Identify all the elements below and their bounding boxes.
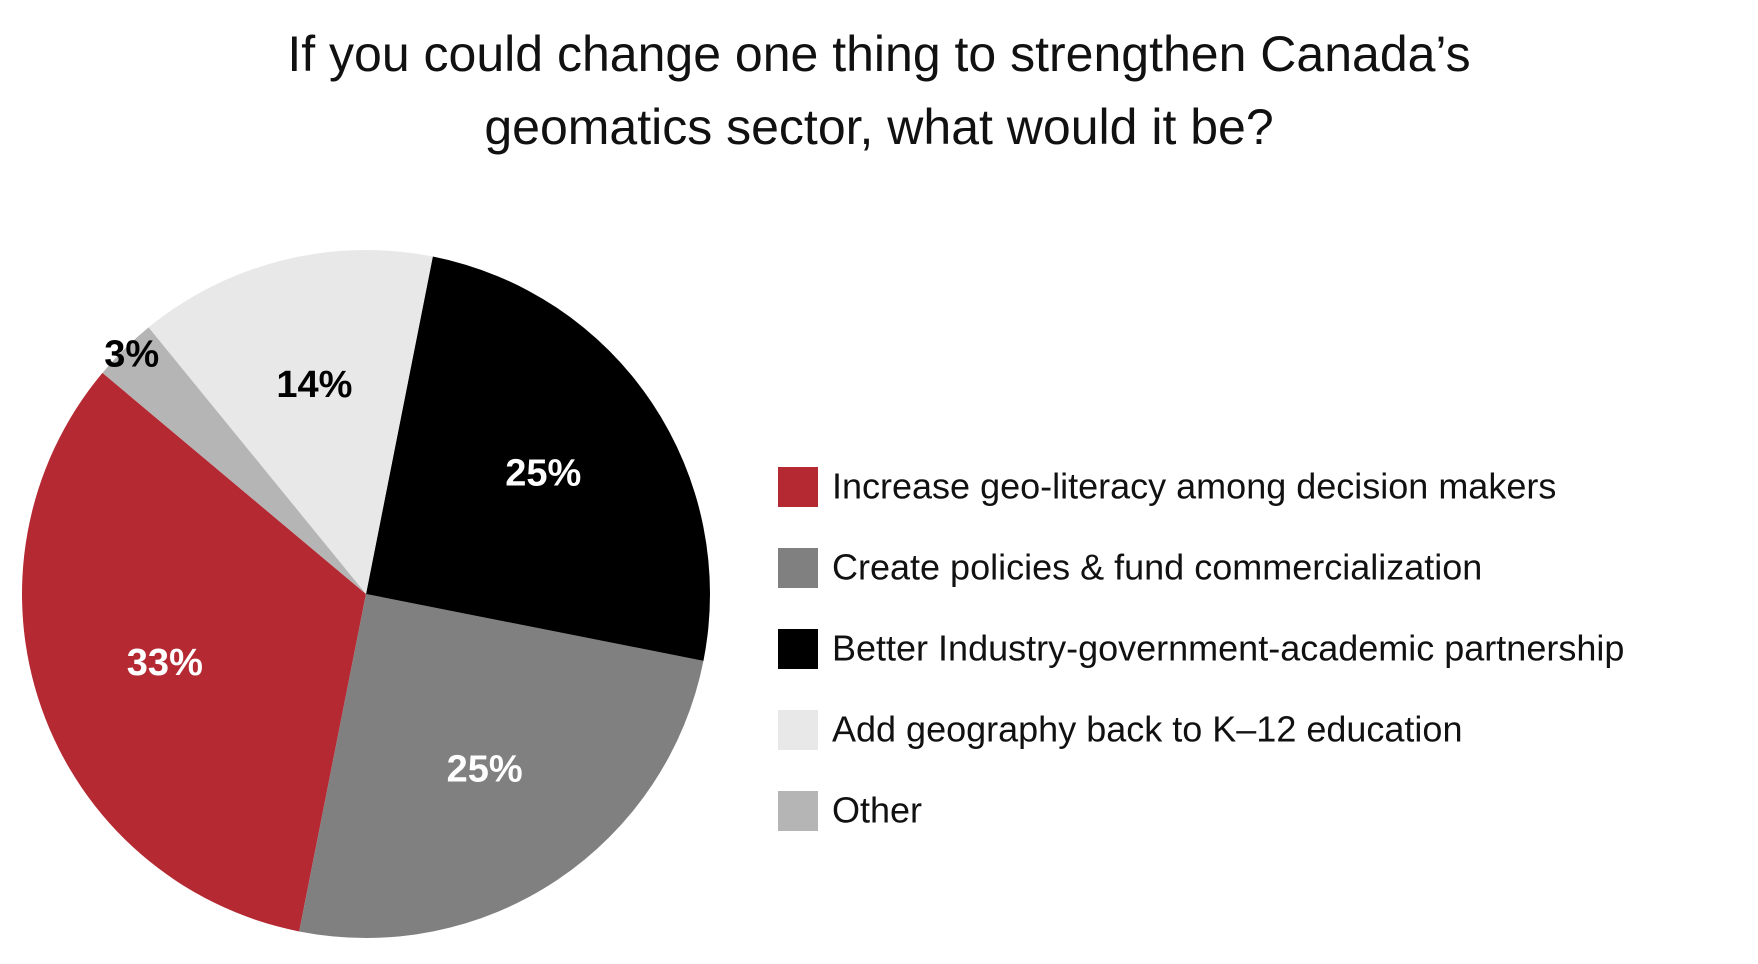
legend-swatch [778,467,818,507]
data-label: 3% [104,333,159,375]
pie-slice [148,250,433,594]
legend-label: Other [832,790,922,831]
legend-swatch [778,710,818,750]
data-label: 25% [447,748,523,790]
legend-swatch [778,791,818,831]
legend-label: Increase geo-literacy among decision mak… [832,466,1556,507]
pie-slice [366,256,710,661]
data-label: 25% [505,452,581,494]
legend-label: Add geography back to K–12 education [832,709,1462,750]
legend-label: Create policies & fund commercialization [832,547,1482,588]
pie-slice [299,594,704,938]
pie-slice [102,327,366,594]
legend-swatch [778,548,818,588]
legend-label: Better Industry-government-academic part… [832,628,1624,669]
data-label: 33% [127,642,203,684]
data-label: 14% [276,364,352,406]
chart-title: If you could change one thing to strengt… [287,26,1471,155]
pie-slice [21,372,366,932]
legend-swatch [778,629,818,669]
